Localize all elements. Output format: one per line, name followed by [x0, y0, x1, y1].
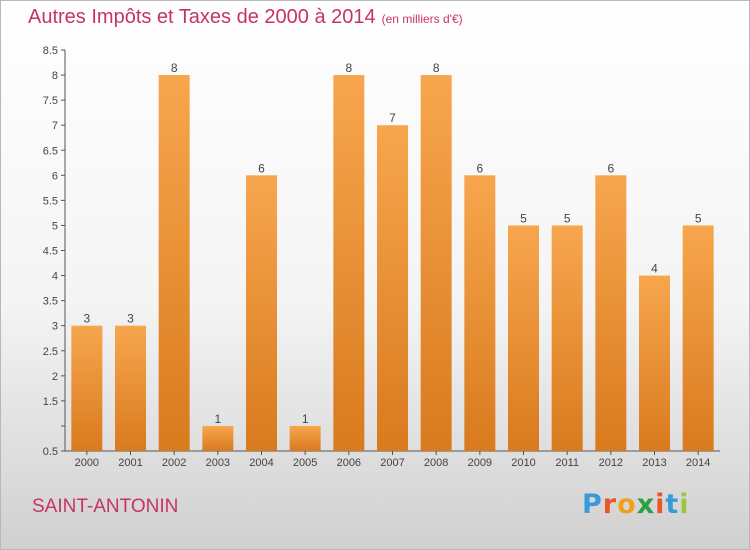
bar-2007 — [377, 125, 408, 451]
data-label-2012: 6 — [607, 161, 614, 175]
x-tick-label: 2004 — [249, 457, 273, 469]
bar-2005 — [289, 425, 321, 451]
data-label-2001: 3 — [127, 312, 134, 326]
y-tick-label: 8 — [52, 70, 58, 82]
logo-letter: o — [617, 489, 637, 520]
logo-letter: r — [602, 489, 618, 520]
y-tick-label: 8.5 — [43, 45, 58, 57]
x-tick-label: 2009 — [468, 457, 492, 469]
y-tick-label: 7 — [52, 120, 58, 132]
data-label-2008: 8 — [433, 61, 440, 75]
x-tick-label: 2003 — [206, 457, 230, 469]
y-tick-label: 3.5 — [43, 296, 58, 308]
y-tick-label: 3 — [52, 321, 58, 333]
title-unit: (en milliers d'€) — [381, 12, 463, 26]
data-label-2002: 8 — [171, 61, 178, 75]
bar-2013 — [639, 275, 670, 451]
y-tick-label: 4.5 — [43, 246, 58, 258]
bar-2002 — [158, 75, 190, 451]
logo-letter: i — [679, 489, 690, 520]
bars — [71, 75, 714, 451]
bar-2010 — [508, 225, 539, 451]
y-tick-label: 7.5 — [43, 95, 58, 107]
bar-2000 — [71, 325, 103, 451]
y-axis: 0.5 1.5 2 2.5 3 3.5 4 4.5 5 5.5 6 6.5 7 7.5 8 8.5 — [43, 45, 66, 458]
x-tick-label: 2011 — [555, 457, 579, 469]
x-tick-label: 2006 — [337, 457, 361, 469]
bar-2012 — [595, 175, 627, 451]
logo-letter: x — [636, 489, 656, 520]
place-name: SAINT-ANTONIN — [32, 496, 179, 517]
bar-2008 — [420, 75, 452, 451]
data-label-2000: 3 — [83, 312, 90, 326]
y-tick-label: 2.5 — [43, 346, 58, 358]
logo-letter: P — [582, 489, 603, 520]
data-label-2005: 1 — [302, 412, 309, 426]
data-label-2011: 5 — [564, 211, 571, 225]
chart-title: Autres Impôts et Taxes de 2000 à 2014 (en… — [28, 6, 463, 29]
x-tick-label: 2000 — [75, 457, 99, 469]
x-tick-label: 2010 — [511, 457, 535, 469]
x-axis: 2000 2001 2002 2003 2004 2005 2006 2007 2008 2009… — [65, 450, 720, 469]
data-label-2004: 6 — [258, 161, 265, 175]
bar-2004 — [246, 175, 277, 451]
logo-letter: t — [665, 489, 680, 520]
title-text: Autres Impôts et Taxes de 2000 à 2014 — [28, 6, 376, 28]
x-tick-label: 2012 — [599, 457, 623, 469]
y-tick-label: 1.5 — [43, 396, 58, 408]
bar-2009 — [464, 175, 496, 451]
x-tick-label: 2001 — [118, 457, 142, 469]
bar-2014 — [682, 225, 714, 451]
y-tick-label: 5.5 — [43, 195, 58, 207]
x-tick-label: 2008 — [424, 457, 448, 469]
x-tick-label: 2002 — [162, 457, 186, 469]
data-label-2003: 1 — [214, 412, 221, 426]
x-tick-label: 2014 — [686, 457, 710, 469]
x-tick-label: 2013 — [642, 457, 666, 469]
y-tick-label: 4 — [52, 271, 58, 283]
proxiti-logo: Proxiti — [582, 489, 690, 520]
data-label-2014: 5 — [695, 211, 702, 225]
data-label-2006: 8 — [345, 61, 352, 75]
bar-2003 — [202, 425, 234, 451]
x-tick-label: 2007 — [380, 457, 404, 469]
logo-letter: i — [655, 489, 666, 520]
y-tick-label: 0.5 — [43, 446, 58, 458]
data-labels: 3 3 8 1 6 1 8 7 8 6 5 5 6 4 5 — [83, 61, 701, 426]
y-tick-label: 2 — [52, 371, 58, 383]
bar-2006 — [333, 75, 365, 451]
data-label-2007: 7 — [389, 111, 396, 125]
y-tick-label: 6 — [52, 170, 58, 182]
data-label-2013: 4 — [651, 262, 658, 276]
data-label-2009: 6 — [476, 161, 483, 175]
bar-2001 — [115, 325, 146, 451]
bar-2011 — [551, 225, 583, 451]
y-tick-label: 6.5 — [43, 145, 58, 157]
y-tick-label: 5 — [52, 220, 58, 232]
data-label-2010: 5 — [520, 211, 527, 225]
x-tick-label: 2005 — [293, 457, 317, 469]
